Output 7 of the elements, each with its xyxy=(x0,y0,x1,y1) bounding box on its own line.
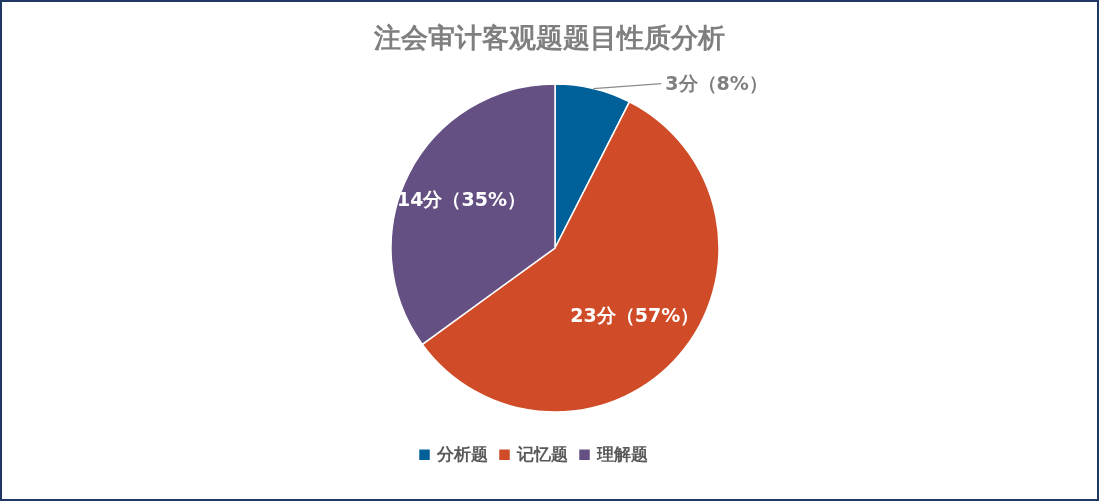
chart-title: 注会审计客观题题目性质分析 xyxy=(373,22,725,53)
legend-label: 分析题 xyxy=(436,443,488,464)
data-label: 14分（35%） xyxy=(397,188,526,211)
data-label: 23分（57%） xyxy=(570,304,700,327)
data-label: 3分（8%） xyxy=(665,71,768,94)
legend-label: 记忆题 xyxy=(516,443,568,464)
legend-label: 理解题 xyxy=(596,443,648,464)
